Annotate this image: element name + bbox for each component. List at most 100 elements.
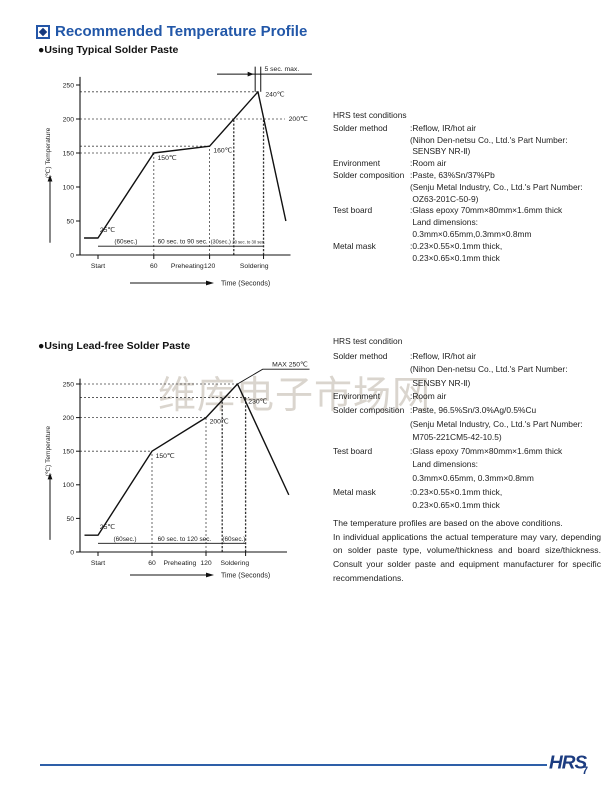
condition-row: Test board :Glass epoxy 70mm×80mm×1.6mm t…	[333, 445, 605, 486]
arrowhead-icon	[206, 572, 214, 578]
svg-text:200: 200	[63, 116, 75, 123]
condition-row: Environment :Room air	[333, 158, 605, 170]
condition-value: :Paste, 96.5%Sn/3.0%Ag/0.5%Cu (Senju Meta…	[410, 404, 583, 443]
hrs-logo: HRS	[549, 753, 587, 774]
condition-row: Metal mask :0.23×0.55×0.1mm thick, 0.23×0…	[333, 486, 605, 513]
point-label: 25℃	[100, 227, 116, 234]
reference-guides	[80, 383, 250, 552]
page-title: Recommended Temperature Profile	[55, 23, 308, 40]
condition-label: Test board	[333, 205, 373, 216]
svg-text:Preheating: Preheating	[163, 560, 196, 567]
condition-row: Solder method :Reflow, IR/hot air (Nihon D…	[333, 350, 605, 391]
point-label: 25℃	[100, 524, 116, 531]
arrowhead-icon	[206, 280, 214, 286]
point-label: 150℃	[156, 453, 175, 460]
condition-value: :Paste, 63%Sn/37%Pb (Senju Metal Industry…	[410, 169, 583, 204]
svg-text:Start: Start	[91, 263, 105, 270]
svg-text:250: 250	[63, 381, 75, 388]
condition-label: Metal mask	[333, 240, 376, 251]
svg-text:0: 0	[70, 252, 74, 259]
condition-value: :0.23×0.55×0.1mm thick, 0.23×0.65×0.1mm …	[410, 486, 503, 511]
svg-text:Soldering: Soldering	[220, 560, 249, 567]
note-body: In individual applications the actual te…	[333, 531, 601, 583]
dwell-time-label: 5 sec. max.	[264, 66, 299, 73]
page-header: Recommended Temperature Profile	[36, 23, 307, 40]
temperature-profile-line	[84, 383, 290, 536]
svg-text:Start: Start	[91, 560, 105, 567]
duration-annotation: 20 sec. to 30 sec.	[232, 240, 265, 245]
condition-row: Test board :Glass epoxy 70mm×80mm×1.6mm t…	[333, 205, 605, 240]
point-label: 230℃	[248, 398, 267, 405]
duration-annotation: (60sec.)	[113, 536, 136, 543]
condition-label: Test board	[333, 445, 373, 456]
point-label: 240℃	[265, 92, 284, 99]
test-conditions-block-leadfree: HRS test condition Solder method :Reflow,…	[333, 335, 605, 513]
svg-text:50: 50	[66, 218, 74, 225]
svg-text:120: 120	[204, 263, 216, 270]
max-temp-label: MAX 250℃	[272, 362, 308, 369]
y-axis-label: (℃) Temperature	[45, 127, 52, 178]
conditions-heading: HRS test conditions	[333, 110, 407, 120]
condition-value: :Reflow, IR/hot air (Nihon Den-netsu Co.,…	[410, 350, 568, 388]
reference-guides	[80, 91, 285, 255]
condition-label: Environment	[333, 391, 381, 402]
arrowhead-icon	[47, 174, 53, 182]
condition-row: Solder composition :Paste, 63%Sn/37%Pb (Se…	[333, 170, 605, 205]
section-heading-leadfree: ●Using Lead-free Solder Paste	[38, 340, 191, 352]
svg-text:200: 200	[63, 415, 75, 422]
watermark-text: 维库电子市场网	[158, 375, 432, 417]
arrowhead-icon	[247, 71, 254, 77]
condition-value: :Room air	[410, 391, 447, 402]
svg-text:150: 150	[63, 449, 75, 456]
x-axis-label: Time (Seconds)	[221, 573, 270, 580]
condition-row: Solder composition :Paste, 96.5%Sn/3.0%Ag…	[333, 404, 605, 445]
svg-text:120: 120	[200, 560, 212, 567]
chart-typical-solder-paste: 0 50 100 150 200 250 Start 60 Preheating 120 Solde…	[45, 66, 312, 288]
disclaimer-note: The temperature profiles are based on th…	[333, 517, 601, 586]
svg-text:50: 50	[66, 516, 74, 523]
condition-label: Solder method	[333, 122, 388, 133]
condition-row: Solder method :Reflow, IR/hot air (Nihon D…	[333, 123, 605, 158]
arrowhead-icon	[47, 472, 53, 480]
condition-value: :Room air	[410, 158, 447, 169]
svg-text:150: 150	[63, 150, 75, 157]
point-label: 200℃	[289, 116, 308, 123]
condition-label: Metal mask	[333, 486, 376, 497]
duration-annotation: (60sec.)	[222, 536, 245, 543]
condition-value: :Glass epoxy 70mm×80mm×1.6mm thick Land …	[410, 205, 563, 239]
condition-row: Metal mask :0.23×0.55×0.1mm thick, 0.23×0…	[333, 241, 605, 265]
svg-text:Soldering: Soldering	[240, 263, 269, 270]
svg-text:100: 100	[63, 482, 75, 489]
condition-value: :Glass epoxy 70mm×80mm×1.6mm thick Land …	[410, 445, 563, 483]
svg-text:60: 60	[150, 263, 158, 270]
duration-annotation: 60 sec. to 90 sec.	[158, 239, 208, 246]
condition-label: Solder method	[333, 350, 388, 361]
chart-leadfree-solder-paste: 0 50 100 150 200 250 Start 60 Preheating 120 Solde…	[45, 362, 310, 580]
condition-label: Solder composition	[333, 404, 405, 415]
condition-label: Environment	[333, 158, 381, 169]
test-conditions-block-typical: HRS test conditions Solder method :Reflow…	[333, 110, 605, 264]
svg-text:Preheating: Preheating	[171, 263, 204, 270]
condition-label: Solder composition	[333, 169, 405, 180]
footer-rule	[40, 764, 547, 766]
duration-annotation: 60 sec. to 120 sec.	[158, 536, 212, 543]
svg-text:0: 0	[70, 549, 74, 556]
note-line: The temperature profiles are based on th…	[333, 518, 563, 528]
point-label: 160℃	[213, 147, 232, 154]
point-label: 150℃	[158, 155, 177, 162]
conditions-heading: HRS test condition	[333, 336, 403, 346]
diamond-bullet-icon	[36, 24, 50, 39]
svg-text:100: 100	[63, 184, 75, 191]
duration-annotation: (30sec.)	[211, 240, 231, 246]
condition-row: Environment :Room air	[333, 390, 605, 404]
condition-value: :Reflow, IR/hot air (Nihon Den-netsu Co.,…	[410, 122, 568, 157]
page-number: 7	[582, 765, 589, 777]
duration-annotation: (60sec.)	[114, 239, 137, 246]
svg-text:250: 250	[63, 82, 75, 89]
temperature-profile-line	[84, 91, 287, 239]
point-label: 200℃	[210, 419, 229, 426]
svg-text:60: 60	[148, 560, 156, 567]
condition-value: :0.23×0.55×0.1mm thick, 0.23×0.65×0.1mm …	[410, 240, 503, 263]
y-axis-label: (℃) Temperature	[45, 426, 52, 477]
